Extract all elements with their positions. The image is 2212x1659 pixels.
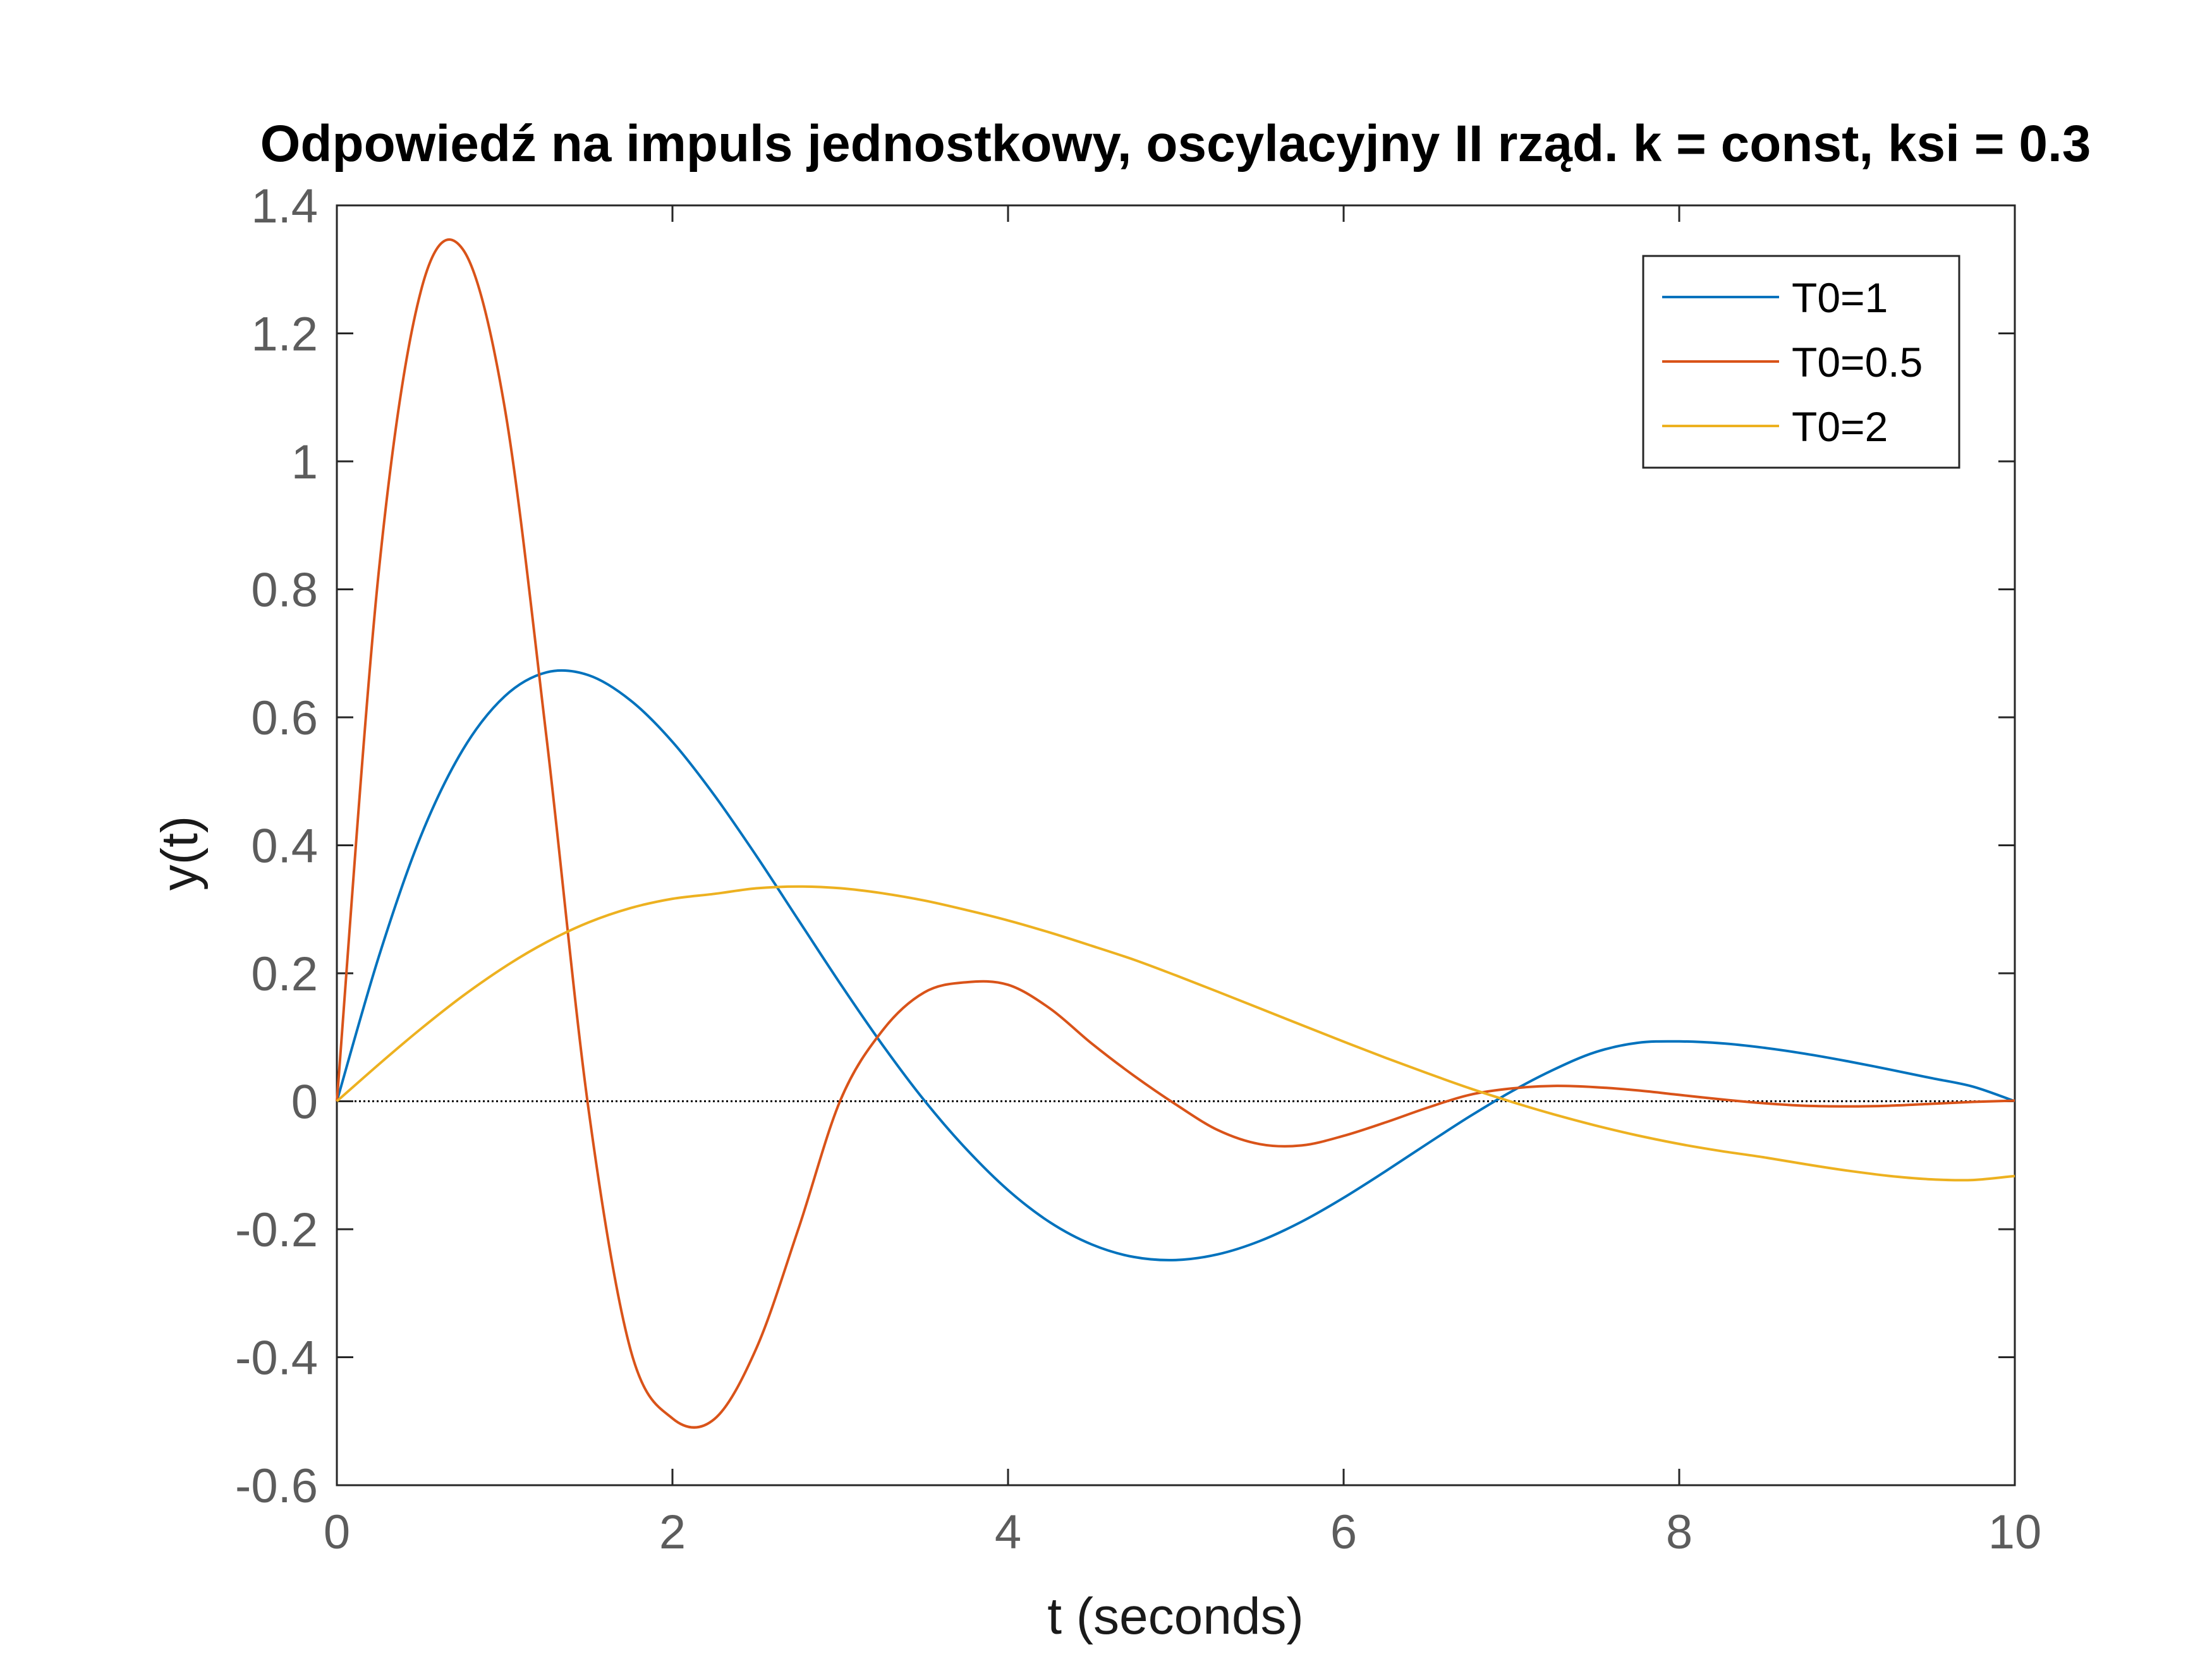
series-line-t0-1 xyxy=(336,669,2015,1261)
x-axis-label: t (seconds) xyxy=(1047,1588,1304,1645)
chart-title: Odpowiedź na impuls jednostkowy, oscylac… xyxy=(260,115,2091,173)
x-tick-label: 10 xyxy=(1988,1505,2042,1559)
y-tick-label: -0.4 xyxy=(235,1332,318,1385)
plot-area: 0 2 4 6 8 10 -0.6 -0.4 -0.2 0 0.2 0.4 0.6 0.8 1 1.2 1.4 xyxy=(235,179,2041,1559)
y-tick-label: -0.2 xyxy=(235,1203,318,1257)
y-tick-label: 1 xyxy=(291,435,318,489)
x-tick-label: 2 xyxy=(659,1505,686,1559)
y-tick-label: -0.6 xyxy=(235,1459,318,1513)
y-tick-label: 1.4 xyxy=(251,179,318,233)
legend-label: T0=1 xyxy=(1792,274,1888,321)
legend-label: T0=0.5 xyxy=(1792,339,1923,386)
y-axis-label: y(t) xyxy=(151,816,209,890)
x-tick-label: 6 xyxy=(1330,1505,1357,1559)
legend-label: T0=2 xyxy=(1792,403,1888,450)
y-tick-label: 0.4 xyxy=(251,820,318,873)
series-line-t0-0-5 xyxy=(336,238,2015,1429)
y-tick-label: 0.8 xyxy=(251,564,318,617)
y-tick-label: 0 xyxy=(291,1076,318,1129)
x-tick-label: 8 xyxy=(1666,1505,1692,1559)
y-tick-label: 0.2 xyxy=(251,947,318,1001)
y-tick-label: 1.2 xyxy=(251,308,318,362)
y-tick-label: 0.6 xyxy=(251,691,318,745)
x-tick-label: 0 xyxy=(324,1505,350,1559)
series-line-t0-2 xyxy=(336,885,2015,1182)
x-tick-label: 4 xyxy=(995,1505,1021,1559)
legend: T0=1 T0=0.5 T0=2 xyxy=(1642,255,1960,469)
